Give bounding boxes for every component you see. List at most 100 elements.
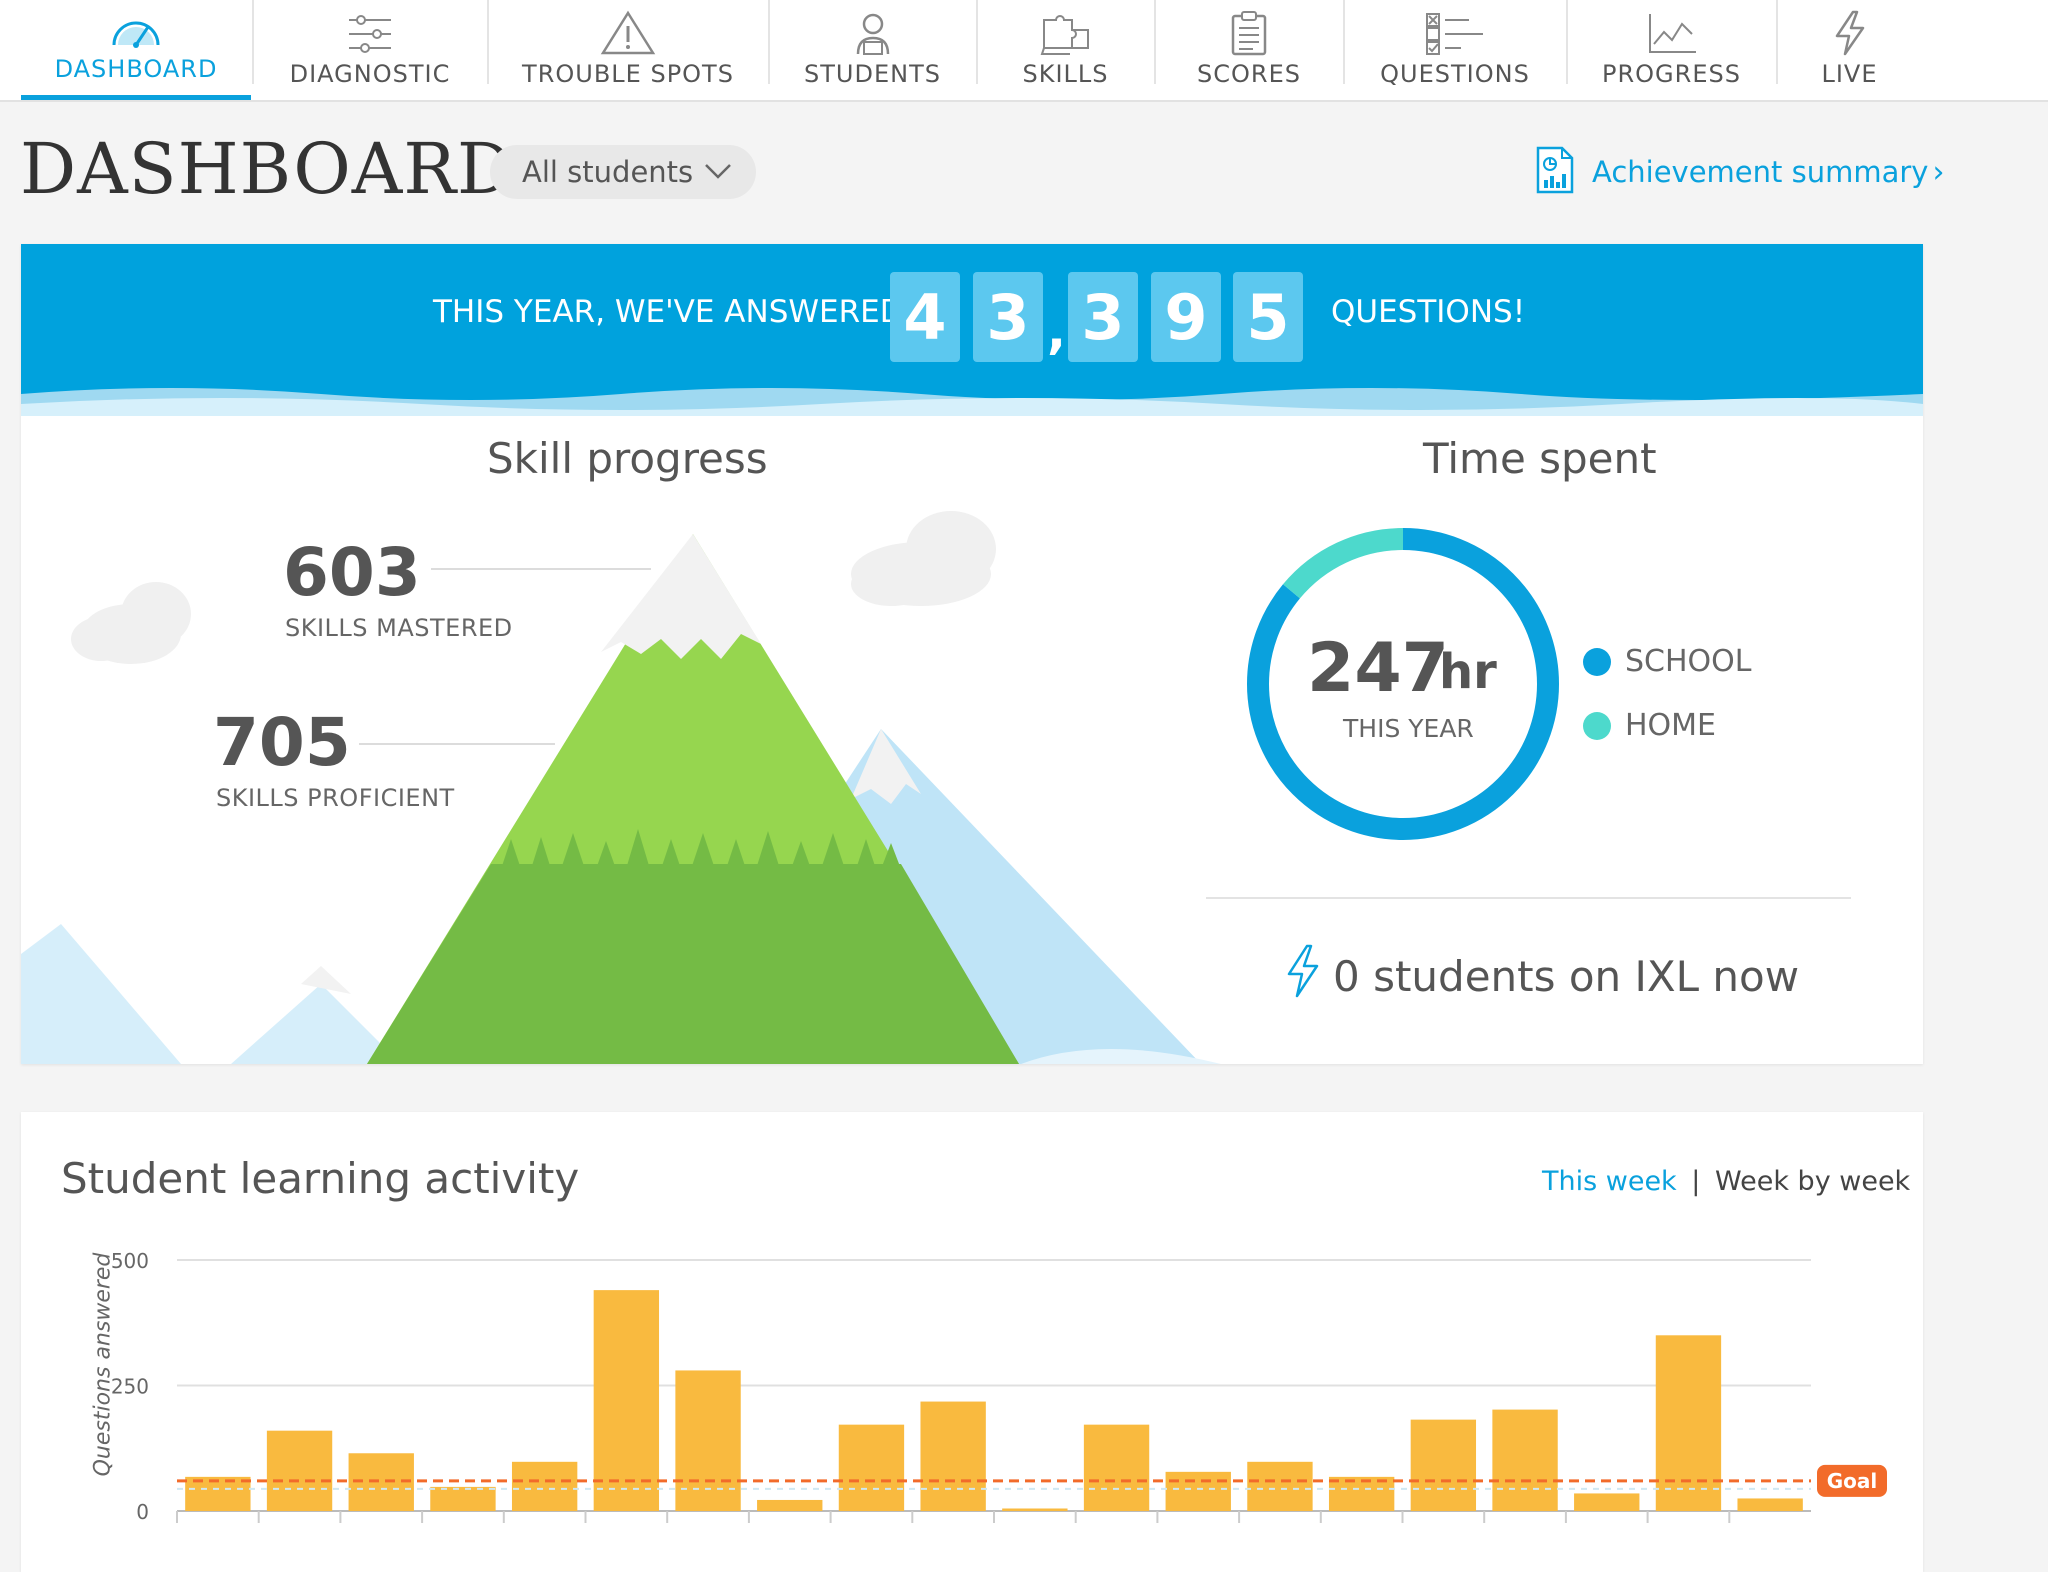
counter-comma: , <box>1047 302 1066 360</box>
chart-bar <box>1165 1471 1231 1511</box>
chart-bar <box>920 1401 986 1511</box>
mountain-illustration <box>21 511 1221 1064</box>
this-week-link[interactable]: This week <box>1542 1166 1677 1197</box>
checklist-icon <box>1425 4 1485 56</box>
chart-bar <box>185 1476 251 1511</box>
live-students-text: 0 students on IXL now <box>1333 951 1800 1001</box>
tab-students[interactable]: STUDENTS <box>770 0 975 100</box>
tab-live[interactable]: LIVE <box>1778 0 1921 100</box>
student-icon <box>843 4 903 56</box>
achievement-summary-link[interactable]: Achievement summary › <box>1534 146 1944 198</box>
week-by-week-link[interactable]: Week by week <box>1715 1166 1911 1197</box>
goal-label: Goal <box>1827 1469 1878 1493</box>
questions-banner: THIS YEAR, WE'VE ANSWERED 4 3 , 3 9 5 QU… <box>21 244 1923 404</box>
chart-bar <box>266 1430 333 1511</box>
page-title: DASHBOARD <box>20 128 515 210</box>
nav-divider <box>768 0 770 84</box>
tab-dashboard[interactable]: DASHBOARD <box>21 0 251 100</box>
warning-icon <box>598 4 658 56</box>
achievement-summary-label: Achievement summary <box>1592 155 1929 189</box>
tab-label: STUDENTS <box>804 60 941 88</box>
legend-label: HOME <box>1625 708 1717 743</box>
time-spent-caption: THIS YEAR <box>1343 714 1474 743</box>
student-filter-value: All students <box>522 155 694 189</box>
y-tick-label: 0 <box>136 1500 149 1524</box>
chart-bar <box>1328 1476 1395 1511</box>
tab-label: QUESTIONS <box>1380 60 1530 88</box>
top-nav: DASHBOARD DIAGNOSTIC TROUBLE SPOTS STUDE… <box>0 0 2048 102</box>
chart-bar <box>593 1290 660 1511</box>
report-icon <box>1534 146 1576 198</box>
chart-bar <box>838 1424 905 1511</box>
nav-divider <box>1154 0 1156 84</box>
counter-digit: 3 <box>1068 272 1138 362</box>
time-donut-chart <box>1247 528 1559 840</box>
chevron-down-icon <box>702 153 734 194</box>
divider <box>1206 897 1851 899</box>
chart-bar <box>1655 1335 1722 1511</box>
period-toggle: This week | Week by week <box>1542 1166 1910 1197</box>
chart-bar <box>1410 1419 1477 1511</box>
legend-home: HOME <box>1583 708 1716 743</box>
clipboard-icon <box>1219 4 1279 56</box>
time-spent-title: Time spent <box>1423 434 1657 483</box>
chart-bar <box>1247 1461 1313 1511</box>
puzzle-icon <box>1036 4 1096 56</box>
nav-divider <box>1776 0 1778 84</box>
live-students-link[interactable]: 0 students on IXL now <box>1285 944 1799 1008</box>
goal-badge <box>1817 1464 1887 1497</box>
legend-school: SCHOOL <box>1583 644 1752 679</box>
chart-bar <box>757 1499 823 1511</box>
banner-wave <box>21 388 1923 424</box>
tab-label: DIAGNOSTIC <box>289 60 451 88</box>
tab-diagnostic[interactable]: DIAGNOSTIC <box>254 0 486 100</box>
tab-questions[interactable]: QUESTIONS <box>1345 0 1565 100</box>
tab-label: DASHBOARD <box>54 55 218 83</box>
tab-label: TROUBLE SPOTS <box>522 60 734 88</box>
nav-divider <box>1566 0 1568 84</box>
time-spent-unit: hr <box>1439 644 1497 700</box>
nav-divider <box>976 0 978 84</box>
lightning-icon <box>1285 944 1321 1008</box>
tab-trouble-spots[interactable]: TROUBLE SPOTS <box>489 0 767 100</box>
chart-bar <box>1574 1493 1640 1511</box>
tab-progress[interactable]: PROGRESS <box>1568 0 1775 100</box>
chart-bar <box>1737 1498 1803 1511</box>
tab-skills[interactable]: SKILLS <box>978 0 1153 100</box>
legend-dot <box>1583 647 1611 676</box>
chart-bar <box>1492 1409 1558 1511</box>
chart-bar <box>1002 1508 1068 1511</box>
counter-digit: 9 <box>1151 272 1221 362</box>
period-separator: | <box>1691 1166 1701 1197</box>
time-spent-value: 247 <box>1307 629 1449 708</box>
nav-divider <box>1343 0 1345 84</box>
activity-card: Student learning activity This week | We… <box>21 1112 1923 1572</box>
skills-proficient-value: 705 <box>213 704 351 781</box>
lightning-icon <box>1820 4 1880 56</box>
activity-title: Student learning activity <box>61 1154 580 1203</box>
tab-label: SKILLS <box>1022 60 1109 88</box>
y-tick-label: 500 <box>111 1249 149 1273</box>
overview-card: THIS YEAR, WE'VE ANSWERED 4 3 , 3 9 5 QU… <box>21 244 1923 1064</box>
nav-divider <box>487 0 489 84</box>
skill-progress-title: Skill progress <box>487 434 768 483</box>
nav-divider <box>252 0 254 84</box>
skills-mastered-value: 603 <box>283 534 421 611</box>
counter-digit: 3 <box>973 272 1043 362</box>
student-filter-dropdown[interactable]: All students <box>490 145 756 199</box>
donut-home-arc <box>1247 528 1559 840</box>
legend-label: SCHOOL <box>1625 644 1752 679</box>
chart-bar <box>1083 1424 1150 1511</box>
chart-bar <box>675 1370 741 1511</box>
tab-label: SCORES <box>1197 60 1301 88</box>
chart-bar <box>430 1486 496 1511</box>
line-chart-icon <box>1642 4 1702 56</box>
y-tick-label: 250 <box>111 1375 149 1399</box>
counter-digit: 4 <box>890 272 960 362</box>
tab-label: PROGRESS <box>1602 60 1741 88</box>
counter-digit: 5 <box>1233 272 1303 362</box>
tab-scores[interactable]: SCORES <box>1156 0 1342 100</box>
activity-bar-chart: 0 250 500 Goal <box>111 1249 1887 1524</box>
skills-mastered-label: SKILLS MASTERED <box>285 614 513 642</box>
skills-proficient-label: SKILLS PROFICIENT <box>216 784 455 812</box>
